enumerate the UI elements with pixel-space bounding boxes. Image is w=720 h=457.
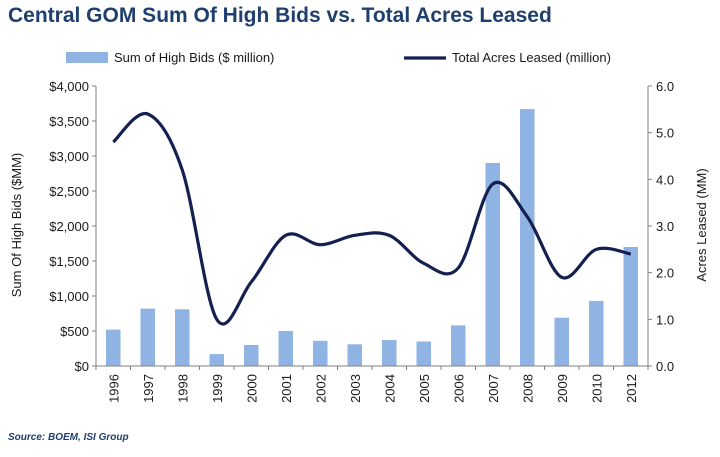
y-right-tick-label: 0.0 bbox=[656, 359, 674, 374]
bar-series bbox=[106, 109, 638, 366]
y-axis-left-label: Sum Of High Bids ($MM) bbox=[9, 153, 24, 297]
y-left-tick-label: $500 bbox=[60, 324, 89, 339]
x-tick-label: 2003 bbox=[348, 374, 363, 403]
bar-2006 bbox=[451, 325, 466, 366]
x-tick-label: 2004 bbox=[382, 374, 397, 403]
x-tick-label: 2010 bbox=[589, 374, 604, 403]
x-tick-label: 1999 bbox=[210, 374, 225, 403]
x-tick-label: 2005 bbox=[417, 374, 432, 403]
bar-2003 bbox=[347, 344, 362, 366]
bar-2012 bbox=[623, 247, 638, 366]
bar-2005 bbox=[416, 341, 431, 366]
source-note: Source: BOEM, ISI Group bbox=[8, 432, 129, 443]
y-right-tick-label: 6.0 bbox=[656, 79, 674, 94]
x-tick-label: 2007 bbox=[486, 374, 501, 403]
x-tick-label: 1997 bbox=[141, 374, 156, 403]
bar-2004 bbox=[382, 340, 397, 366]
axes: $0 $500 $1,000 $1,500 $2,000 $2,500 $3,000 $3,5… bbox=[49, 79, 674, 403]
x-tick-label: 2008 bbox=[520, 374, 535, 403]
bar-2000 bbox=[244, 345, 259, 366]
x-tick-label: 2000 bbox=[244, 374, 259, 403]
y-right-tick-label: 2.0 bbox=[656, 266, 674, 281]
x-tick-label: 2006 bbox=[451, 374, 466, 403]
x-tick-label: 2001 bbox=[279, 374, 294, 403]
y-left-tick-label: $2,500 bbox=[49, 184, 89, 199]
bar-2007 bbox=[485, 163, 500, 366]
bar-2001 bbox=[278, 331, 293, 366]
bar-1998 bbox=[175, 309, 190, 366]
y-left-tick-label: $1,000 bbox=[49, 289, 89, 304]
bar-1997 bbox=[140, 308, 155, 366]
x-tick-label: 1996 bbox=[106, 374, 121, 403]
y-axis-right-label: Acres Leased (MM) bbox=[694, 168, 709, 281]
y-left-tick-label: $1,500 bbox=[49, 254, 89, 269]
legend: Sum of High Bids ($ million) Total Acres … bbox=[66, 50, 611, 65]
legend-swatch-bars bbox=[66, 52, 108, 63]
y-left-tick-label: $2,000 bbox=[49, 219, 89, 234]
chart-title: Central GOM Sum Of High Bids vs. Total A… bbox=[8, 4, 552, 27]
x-tick-label: 2009 bbox=[555, 374, 570, 403]
y-right-tick-label: 3.0 bbox=[656, 219, 674, 234]
y-right-tick-label: 5.0 bbox=[656, 126, 674, 141]
bar-1999 bbox=[209, 354, 224, 366]
bar-2010 bbox=[589, 300, 604, 366]
line-series bbox=[112, 112, 632, 326]
chart: Sum of High Bids ($ million) Total Acres … bbox=[9, 50, 709, 403]
bar-2008 bbox=[520, 109, 535, 366]
acres-line bbox=[112, 112, 632, 326]
y-right-tick-label: 4.0 bbox=[656, 172, 674, 187]
x-tick-label: 1998 bbox=[175, 374, 190, 403]
bar-2002 bbox=[313, 340, 328, 366]
y-left-tick-label: $0 bbox=[75, 359, 89, 374]
x-tick-label: 2002 bbox=[313, 374, 328, 403]
y-left-tick-label: $3,000 bbox=[49, 149, 89, 164]
legend-label-line: Total Acres Leased (million) bbox=[452, 50, 611, 65]
bar-2009 bbox=[554, 317, 569, 366]
y-right-tick-label: 1.0 bbox=[656, 312, 674, 327]
y-left-tick-label: $4,000 bbox=[49, 79, 89, 94]
x-tick-label: 2012 bbox=[624, 374, 639, 403]
bar-1996 bbox=[106, 329, 121, 366]
y-left-tick-label: $3,500 bbox=[49, 114, 89, 129]
legend-label-bars: Sum of High Bids ($ million) bbox=[114, 50, 274, 65]
